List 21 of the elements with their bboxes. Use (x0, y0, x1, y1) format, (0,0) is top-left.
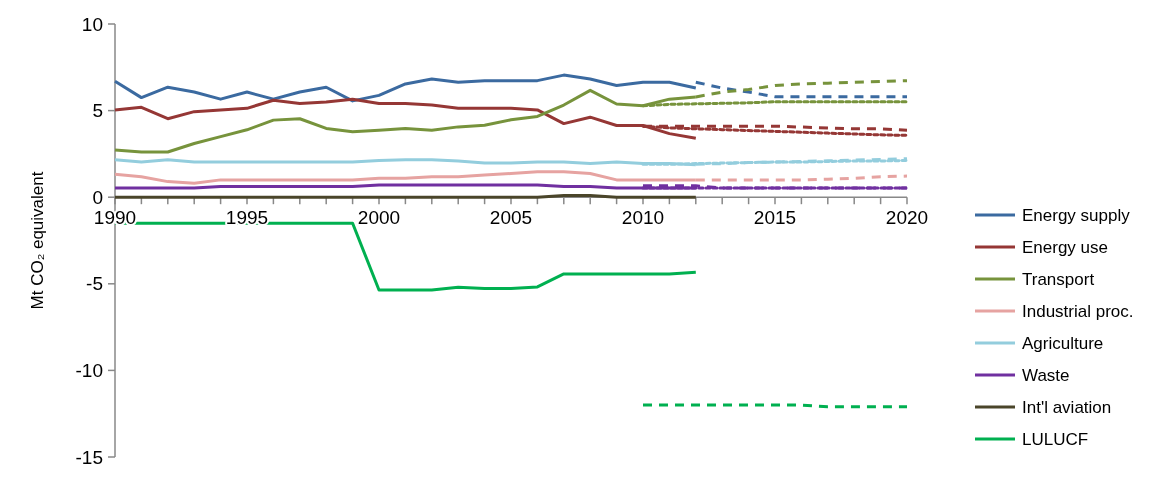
x-tick-label: 2020 (885, 207, 929, 229)
y-tick-label: 10 (81, 13, 103, 35)
y-tick-label: 5 (92, 100, 103, 122)
x-tick-label: 1990 (93, 207, 137, 229)
legend-label: Int'l aviation (1022, 397, 1112, 417)
legend-label: Energy supply (1022, 205, 1131, 225)
legend-label: Agriculture (1022, 333, 1104, 353)
y-axis-title: Mt CO₂ equivalent (28, 171, 47, 310)
legend-label: Waste (1022, 365, 1070, 385)
legend-label: Energy use (1022, 237, 1108, 257)
legend-label: LULUCF (1022, 429, 1089, 449)
y-tick-label: 0 (92, 186, 103, 208)
x-tick-label: 2015 (753, 207, 797, 229)
legend-label: Transport (1022, 269, 1095, 289)
y-tick-label: -10 (75, 360, 103, 382)
x-tick-label: 2000 (357, 207, 401, 229)
y-tick-label: -5 (86, 273, 103, 295)
legend-label: Industrial proc. (1022, 301, 1134, 321)
x-tick-label: 2010 (621, 207, 665, 229)
y-tick-label: -15 (75, 446, 103, 468)
x-tick-label: 2005 (489, 207, 533, 229)
